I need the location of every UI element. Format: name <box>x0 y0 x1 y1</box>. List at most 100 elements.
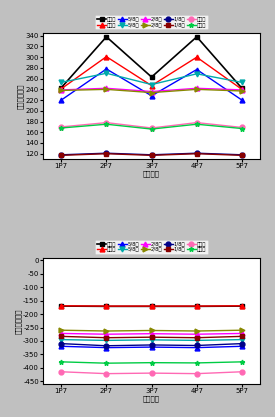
5/8新 <box>105 345 108 350</box>
2/8新 <box>240 88 244 93</box>
5/8新 <box>150 344 153 349</box>
跨中旧 <box>60 86 63 91</box>
Y-axis label: 最大负弯矩値: 最大负弯矩値 <box>15 308 22 334</box>
Line: 2/8旧: 2/8旧 <box>59 328 244 334</box>
跨中新 <box>240 304 244 309</box>
Line: 5/8新: 5/8新 <box>59 344 244 350</box>
Line: 2/8新: 2/8新 <box>59 331 244 337</box>
1/8旧 <box>195 151 198 156</box>
2/8旧 <box>150 90 153 95</box>
Line: 5/8旧: 5/8旧 <box>59 71 244 87</box>
跨中新 <box>195 34 198 39</box>
2/8旧 <box>195 329 198 334</box>
Legend: 跨中新, 跨中旧, 5/8新, 5/8旧, 2/8新, 2/8旧, 1/8新, 1/8旧, 拱脚新, 拱脚旧: 跨中新, 跨中旧, 5/8新, 5/8旧, 2/8新, 2/8旧, 1/8新, … <box>95 240 208 254</box>
2/8新 <box>105 332 108 337</box>
2/8旧 <box>60 328 63 333</box>
1/8旧 <box>60 334 63 339</box>
2/8新 <box>150 331 153 336</box>
1/8新 <box>195 343 198 348</box>
5/8旧 <box>105 338 108 343</box>
1/8新 <box>150 152 153 157</box>
拱脚旧 <box>60 359 63 364</box>
1/8旧 <box>105 151 108 156</box>
Line: 5/8新: 5/8新 <box>59 67 244 103</box>
2/8新 <box>60 88 63 93</box>
5/8新 <box>240 98 244 103</box>
1/8旧 <box>195 335 198 340</box>
5/8新 <box>60 344 63 349</box>
拱脚新 <box>150 371 153 376</box>
拱脚新 <box>195 371 198 376</box>
拱脚旧 <box>195 122 198 127</box>
跨中新 <box>60 85 63 90</box>
5/8新 <box>60 98 63 103</box>
跨中旧 <box>60 303 63 308</box>
跨中新 <box>105 304 108 309</box>
5/8旧 <box>150 82 153 87</box>
X-axis label: 截面编号: 截面编号 <box>143 171 160 177</box>
拱脚新 <box>105 120 108 125</box>
Line: 1/8新: 1/8新 <box>59 341 244 348</box>
拱脚旧 <box>240 359 244 364</box>
5/8旧 <box>240 337 244 342</box>
5/8旧 <box>60 80 63 85</box>
Line: 拱脚新: 拱脚新 <box>59 369 244 376</box>
1/8新 <box>240 341 244 346</box>
1/8新 <box>240 152 244 157</box>
1/8旧 <box>105 335 108 340</box>
2/8旧 <box>60 88 63 93</box>
Line: 跨中新: 跨中新 <box>59 304 244 309</box>
1/8旧 <box>60 153 63 158</box>
Line: 跨中新: 跨中新 <box>59 34 244 91</box>
1/8旧 <box>150 335 153 340</box>
拱脚旧 <box>150 126 153 131</box>
跨中旧 <box>195 304 198 309</box>
跨中新 <box>150 75 153 80</box>
5/8新 <box>195 345 198 350</box>
跨中旧 <box>150 83 153 88</box>
拱脚旧 <box>150 360 153 365</box>
拱脚旧 <box>195 360 198 365</box>
1/8新 <box>60 152 63 157</box>
5/8旧 <box>195 338 198 343</box>
跨中旧 <box>240 87 244 92</box>
2/8新 <box>150 89 153 94</box>
2/8新 <box>240 331 244 336</box>
拱脚新 <box>105 371 108 376</box>
跨中新 <box>105 34 108 39</box>
1/8旧 <box>240 153 244 158</box>
5/8新 <box>105 66 108 71</box>
2/8新 <box>105 86 108 91</box>
跨中旧 <box>105 304 108 309</box>
拱脚新 <box>60 369 63 374</box>
跨中新 <box>60 304 63 309</box>
拱脚新 <box>60 124 63 129</box>
Legend: 跨中新, 跨中旧, 5/8新, 5/8旧, 2/8新, 2/8旧, 1/8新, 1/8旧, 拱脚新, 拱脚旧: 跨中新, 跨中旧, 5/8新, 5/8旧, 2/8新, 2/8旧, 1/8新, … <box>95 15 208 29</box>
1/8新 <box>60 341 63 346</box>
Line: 2/8新: 2/8新 <box>59 86 244 94</box>
拱脚旧 <box>105 361 108 366</box>
2/8旧 <box>195 87 198 92</box>
跨中新 <box>240 86 244 91</box>
2/8旧 <box>105 329 108 334</box>
Line: 1/8旧: 1/8旧 <box>59 334 244 340</box>
跨中旧 <box>105 54 108 59</box>
5/8新 <box>150 93 153 98</box>
1/8新 <box>105 151 108 156</box>
拱脚旧 <box>105 122 108 127</box>
2/8新 <box>195 86 198 91</box>
拱脚新 <box>240 125 244 130</box>
跨中旧 <box>150 304 153 309</box>
1/8旧 <box>150 153 153 158</box>
拱脚新 <box>195 120 198 125</box>
Line: 拱脚旧: 拱脚旧 <box>59 359 244 366</box>
Line: 拱脚新: 拱脚新 <box>59 120 244 131</box>
Line: 拱脚旧: 拱脚旧 <box>59 122 244 131</box>
拱脚旧 <box>60 126 63 131</box>
跨中新 <box>150 304 153 309</box>
5/8新 <box>195 67 198 72</box>
Line: 跨中旧: 跨中旧 <box>59 54 244 92</box>
Y-axis label: 最大正弯矩値: 最大正弯矩値 <box>18 83 24 109</box>
5/8旧 <box>150 337 153 342</box>
拱脚新 <box>240 369 244 374</box>
